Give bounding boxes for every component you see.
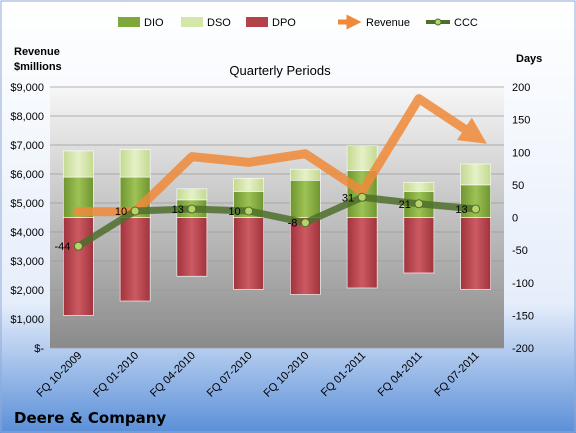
legend-label: CCC [454,17,478,29]
right-tick-label: -150 [512,310,534,322]
left-tick-label: $3,000 [10,256,44,268]
legend-swatch-ccc-marker [434,18,442,26]
legend-label: Revenue [366,17,410,29]
left-tick-label: $4,000 [10,227,44,239]
legend-swatch-dso [181,17,203,27]
ccc-data-label: 13 [455,204,467,216]
ccc-point [244,206,254,216]
legend-label: DIO [144,17,164,29]
ccc-data-label: 21 [399,199,411,211]
dio-bar [290,180,321,218]
left-axis-ticks: $- $1,000 $2,000 $3,000 $4,000 $5,000 $6,000 $7… [10,82,44,355]
ccc-data-label: -8 [288,218,298,230]
dpo-bar [403,217,435,274]
right-axis-title: Days [516,53,542,65]
dpo-bar [119,217,151,302]
ccc-data-label: 10 [228,206,240,218]
legend-label: DPO [272,17,296,29]
right-tick-label: 0 [512,213,518,225]
left-tick-label: $1,000 [10,314,44,326]
right-tick-label: 150 [512,115,530,127]
dso-bar [63,150,94,178]
left-tick-label: $6,000 [10,169,44,181]
left-tick-label: $5,000 [10,198,44,210]
left-tick-label: $9,000 [10,82,44,94]
right-tick-label: 200 [512,82,530,94]
ccc-point [187,204,197,214]
dpo-bar [460,217,491,290]
gridlines [50,86,504,349]
legend-label: DSO [207,17,231,29]
dso-bar [233,178,264,192]
ccc-point [357,192,367,202]
ccc-line [74,193,480,250]
ccc-point [471,204,481,214]
ccc-point [300,218,310,228]
dso-bar [290,168,321,181]
ccc-series: -44 10 13 10 -8 31 21 13 [54,192,481,253]
right-axis-ticks: -200 -150 -100 -50 0 50 100 150 200 [512,82,534,355]
right-tick-label: 50 [512,180,524,192]
dso-bar [119,149,151,178]
dpo-bar [346,217,378,289]
dso-bar [403,181,435,192]
left-axis-title-line2: $millions [14,61,62,73]
right-tick-label: 100 [512,147,530,159]
company-name: Deere & Company [14,409,166,427]
ccc-data-label: -44 [54,241,70,253]
revenue-series [73,94,487,217]
dpo-bar [290,217,321,295]
revenue-line [73,94,487,217]
dso-bar [346,145,378,171]
ccc-point [73,241,83,251]
plot-title: Quarterly Periods [229,63,331,78]
ccc-data-label: 31 [342,192,354,204]
ccc-data-label: 13 [172,204,184,216]
right-tick-label: -200 [512,343,534,355]
left-tick-label: $- [34,343,44,355]
ccc-data-label: 10 [115,206,127,218]
legend: DIO DSO DPO Revenue CCC [118,14,478,30]
ccc-point [130,206,140,216]
dso-bar [176,188,208,201]
dpo-bar [63,217,94,316]
right-tick-label: -100 [512,278,534,290]
left-tick-label: $2,000 [10,285,44,297]
bars [63,145,491,316]
legend-swatch-dpo [246,17,268,27]
left-tick-label: $7,000 [10,140,44,152]
left-axis-title-line1: Revenue [14,46,60,58]
dso-bar [460,163,491,186]
dpo-bar [176,217,208,277]
legend-swatch-dio [118,17,140,27]
left-tick-label: $8,000 [10,111,44,123]
right-tick-label: -50 [512,245,528,257]
ccc-point [414,199,424,209]
dpo-bar [233,217,264,290]
